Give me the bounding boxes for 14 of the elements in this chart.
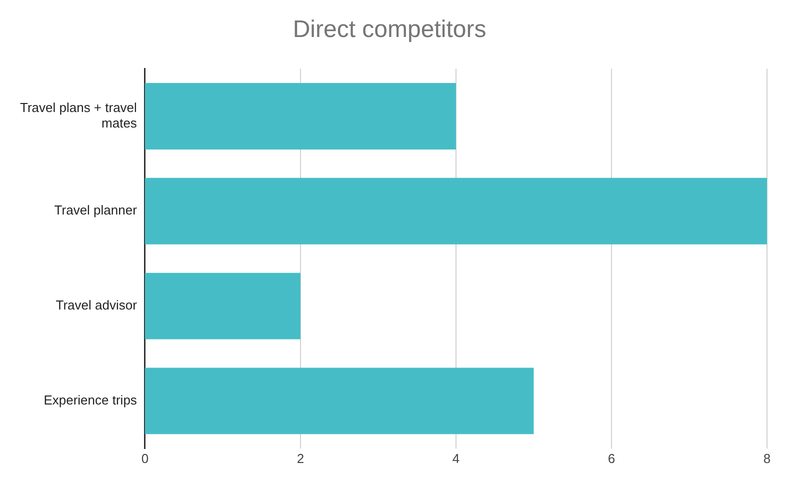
- y-tick-label: Travel advisor: [56, 298, 138, 313]
- y-tick-label: Travel planner: [54, 202, 138, 218]
- x-tick-label: 0: [141, 450, 149, 466]
- bar: [144, 83, 456, 150]
- x-tick-label: 6: [608, 450, 616, 466]
- chart-title: Direct competitors: [292, 16, 486, 44]
- x-tick-label: 8: [763, 450, 771, 466]
- bar: [144, 272, 300, 340]
- y-tick-label: Experience trips: [44, 392, 138, 408]
- x-tick-label: 2: [296, 450, 304, 466]
- bar: [144, 368, 534, 434]
- bar: [144, 178, 767, 244]
- y-tick-label: Travel plans + travel mates: [20, 100, 138, 131]
- x-tick-label: 4: [452, 450, 460, 466]
